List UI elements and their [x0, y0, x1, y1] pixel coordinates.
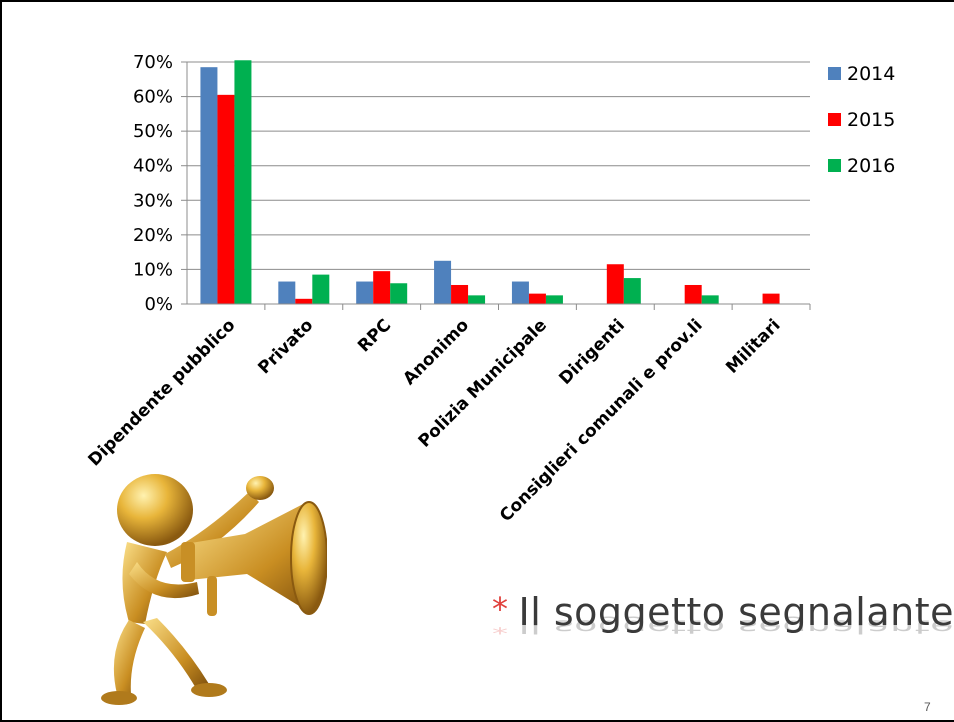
bar-2015: [217, 94, 235, 304]
y-tick-label: 0%: [144, 294, 173, 315]
y-tick-label: 50%: [133, 121, 173, 142]
page-number: 7: [924, 700, 931, 714]
bar-2016: [545, 295, 563, 304]
y-tick-label: 10%: [133, 259, 173, 280]
y-tick-label: 40%: [133, 156, 173, 177]
category-label: Dirigenti: [555, 315, 628, 388]
y-tick-label: 30%: [133, 190, 173, 211]
bar-2015: [528, 293, 546, 304]
bar-2015: [451, 284, 469, 304]
bar-2016: [234, 60, 252, 305]
bar-2016: [623, 278, 641, 304]
category-label: RPC: [354, 315, 395, 356]
category-label: Polizia Municipale: [415, 315, 551, 451]
bar-2015: [373, 271, 391, 304]
category-label: Dipendente pubblico: [85, 315, 240, 470]
y-tick-label: 70%: [133, 52, 173, 73]
bar-2014: [511, 281, 529, 304]
bar-2016: [468, 295, 486, 304]
bar-chart: 0% 10% 20% 30% 40% 50% 60% 70% Dipendente pubbli…: [85, 52, 896, 526]
golden-figure-with-megaphone-icon: [101, 474, 327, 705]
legend-swatch-2016: [828, 159, 841, 172]
bar-2014: [434, 260, 452, 304]
bar-2015: [295, 298, 313, 304]
heading-reflection: * Il soggetto segnalante: [492, 616, 954, 638]
bar-2014: [200, 67, 218, 304]
legend-label-2016: 2016: [847, 155, 895, 177]
reflection-text: Il soggetto segnalante: [518, 616, 954, 638]
legend-label-2014: 2014: [847, 63, 895, 85]
category-label: Militari: [722, 315, 784, 377]
bullet-asterisk: *: [492, 590, 509, 628]
bar-2014: [356, 281, 374, 304]
legend-swatch-2015: [828, 113, 841, 126]
heading-text: Il soggetto segnalante: [518, 590, 954, 634]
bar-2015: [684, 284, 702, 304]
category-label: Anonimo: [399, 315, 473, 389]
bar-2015: [606, 264, 624, 304]
y-tick-label: 60%: [133, 87, 173, 108]
y-tick-label: 20%: [133, 225, 173, 246]
bar-2016: [390, 283, 408, 304]
slide-heading: * Il soggetto segnalante: [492, 590, 954, 634]
legend-label-2015: 2015: [847, 109, 895, 131]
bar-2015: [762, 293, 780, 304]
bar-2016: [701, 295, 719, 304]
legend-swatch-2014: [828, 67, 841, 80]
bar-2016: [312, 274, 330, 304]
category-label: Privato: [254, 315, 317, 378]
reflection-bullet: *: [492, 619, 509, 638]
bar-2014: [278, 281, 296, 304]
